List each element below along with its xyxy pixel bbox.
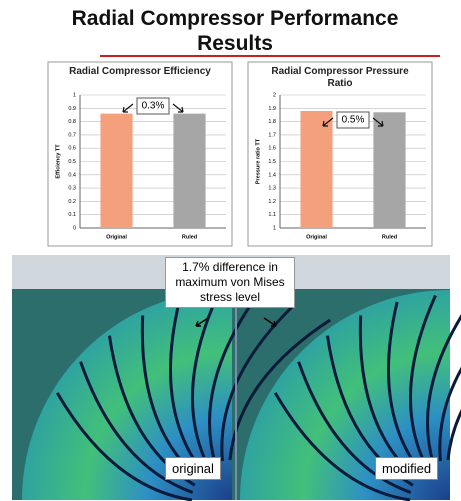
annotation: 0.3% bbox=[142, 101, 165, 112]
x-tick-label: Ruled bbox=[382, 234, 397, 240]
y-tick-label: 0.4 bbox=[68, 172, 76, 178]
y-tick-label: 1.1 bbox=[268, 212, 276, 218]
y-tick-label: 1.3 bbox=[268, 186, 276, 192]
x-tick-label: Original bbox=[306, 234, 327, 240]
y-tick-label: 1 bbox=[73, 92, 76, 98]
bar bbox=[100, 114, 132, 228]
y-tick-label: 1.2 bbox=[268, 199, 276, 205]
y-tick-label: 0.6 bbox=[68, 146, 76, 152]
y-tick-label: 0.1 bbox=[68, 212, 76, 218]
y-tick-label: 0.2 bbox=[68, 199, 76, 205]
chart-title: Radial Compressor Pressure Ratio bbox=[265, 66, 415, 90]
y-tick-label: 0.8 bbox=[68, 119, 76, 125]
slide: 0 0.1 0.2 0.3 0.4 0.5 0.6 0.7 0.8 0.9 1 Efficiency … bbox=[0, 0, 461, 501]
chart-title: Radial Compressor Efficiency bbox=[65, 66, 215, 78]
image-label: original bbox=[165, 457, 221, 480]
x-tick-label: Original bbox=[106, 234, 127, 240]
y-tick-label: 0.5 bbox=[68, 159, 76, 165]
y-tick-label: 0.9 bbox=[68, 106, 76, 112]
image-note: 1.7% difference in maximum von Mises str… bbox=[165, 257, 295, 308]
image-label: modified bbox=[375, 457, 438, 480]
y-tick-label: 1.6 bbox=[268, 146, 276, 152]
slide-title: Radial Compressor Performance Results bbox=[40, 6, 430, 56]
y-tick-label: 1.5 bbox=[268, 159, 276, 165]
bar bbox=[373, 112, 405, 228]
bar bbox=[173, 114, 205, 228]
y-tick-label: 1 bbox=[273, 225, 276, 231]
y-axis-label: Pressure ratio TT bbox=[255, 138, 261, 184]
bar bbox=[300, 111, 332, 228]
x-tick-label: Ruled bbox=[182, 234, 197, 240]
y-tick-label: 1.7 bbox=[268, 132, 276, 138]
y-tick-label: 1.8 bbox=[268, 119, 276, 125]
y-axis-label: Efficiency TT bbox=[55, 144, 61, 179]
y-tick-label: 1.9 bbox=[268, 106, 276, 112]
y-tick-label: 1.4 bbox=[268, 172, 276, 178]
y-tick-label: 0.3 bbox=[68, 186, 76, 192]
y-tick-label: 0.7 bbox=[68, 132, 76, 138]
y-tick-label: 0 bbox=[73, 225, 76, 231]
annotation: 0.5% bbox=[342, 115, 365, 126]
y-tick-label: 2 bbox=[273, 92, 276, 98]
